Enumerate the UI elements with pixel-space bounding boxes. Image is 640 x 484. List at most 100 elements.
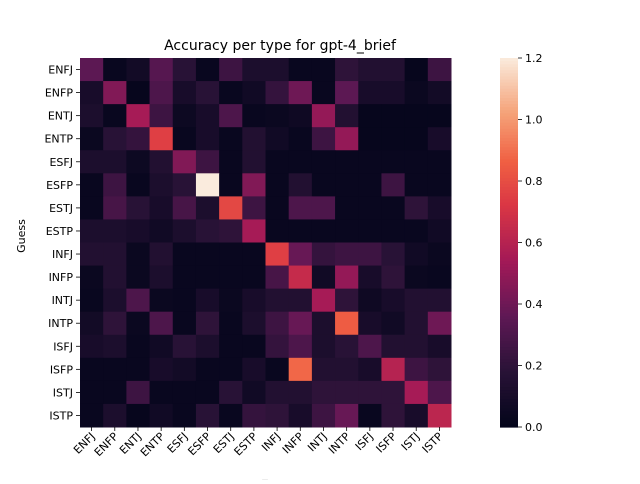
colorbar-segment xyxy=(500,411,518,416)
heatmap-cell xyxy=(80,288,104,313)
heatmap-cell xyxy=(149,104,174,128)
colorbar-segment xyxy=(500,371,518,376)
heatmap-cell xyxy=(219,219,243,243)
y-tick-label: ISFJ xyxy=(53,340,73,353)
colorbar-segment xyxy=(500,76,518,81)
heatmap-cell xyxy=(358,173,382,197)
heatmap-cell xyxy=(219,311,243,336)
heatmap-cell xyxy=(335,104,359,128)
x-tick-label: ISFP xyxy=(374,430,400,456)
x-tick-label: ESTP xyxy=(232,430,261,459)
heatmap-cell xyxy=(311,288,336,313)
colorbar-segment xyxy=(500,380,518,385)
colorbar-segment xyxy=(500,362,518,367)
heatmap-cell xyxy=(126,150,151,174)
colorbar-segment xyxy=(500,85,518,90)
heatmap-cell xyxy=(103,104,127,128)
heatmap-cell xyxy=(149,127,174,151)
heatmap-cell xyxy=(358,58,382,82)
heatmap-cell xyxy=(242,403,266,428)
x-tick-label: ESTJ xyxy=(211,430,237,456)
heatmap-cell xyxy=(311,403,336,428)
heatmap-cell xyxy=(103,127,127,151)
heatmap-cell xyxy=(126,104,151,128)
y-tick-label: ESTJ xyxy=(49,202,73,215)
heatmap-cell xyxy=(80,173,104,197)
x-tick-label: INTP xyxy=(326,430,353,457)
heatmap-cell xyxy=(404,219,429,243)
heatmap-cell xyxy=(172,311,197,336)
heatmap-cell xyxy=(335,150,359,174)
heatmap-cell xyxy=(103,196,127,220)
heatmap-cell xyxy=(381,288,406,313)
heatmap-cell xyxy=(404,127,429,151)
heatmap-cell xyxy=(219,288,243,313)
colorbar-segment xyxy=(500,174,518,179)
colorbar-segment xyxy=(500,104,518,108)
colorbar-segment xyxy=(500,294,518,299)
colorbar-segment xyxy=(500,193,518,197)
colorbar-segment xyxy=(500,288,518,293)
heatmap-cell xyxy=(381,219,406,243)
heatmap-cell xyxy=(195,380,220,405)
colorbar-segment xyxy=(500,58,518,62)
heatmap-cell xyxy=(404,403,429,428)
colorbar-segment xyxy=(500,310,518,314)
colorbar-segment xyxy=(500,423,518,428)
heatmap-cell xyxy=(381,311,406,336)
heatmap-cell xyxy=(288,380,313,405)
heatmap-cell xyxy=(149,219,174,243)
colorbar-segment xyxy=(500,396,518,400)
heatmap-cell xyxy=(335,81,359,105)
heatmap-cell xyxy=(381,357,406,382)
heatmap-cell xyxy=(288,288,313,313)
heatmap-cell xyxy=(381,81,406,105)
heatmap-cell xyxy=(149,81,174,105)
heatmap-cell xyxy=(288,311,313,336)
heatmap-cell xyxy=(381,403,406,428)
heatmap-cell xyxy=(195,150,220,174)
x-tick-label: ESFP xyxy=(185,430,213,458)
heatmap-cell xyxy=(358,265,382,290)
heatmap-cell xyxy=(149,265,174,290)
heatmap-cell xyxy=(381,104,406,128)
y-tick-label: INTP xyxy=(48,317,73,330)
chart-title: Accuracy per type for gpt-4_brief xyxy=(164,38,397,54)
heatmap-cell xyxy=(172,334,197,359)
y-tick-label: ENTP xyxy=(44,133,73,146)
colorbar-segment xyxy=(500,356,518,360)
heatmap-cell xyxy=(288,242,313,267)
colorbar-segment xyxy=(500,393,518,397)
x-axis-label: _ xyxy=(261,468,268,480)
heatmap-cell xyxy=(195,357,220,382)
colorbar-segment xyxy=(500,242,518,247)
heatmap-cell xyxy=(195,196,220,220)
colorbar-segment xyxy=(500,162,518,167)
heatmap-cell xyxy=(311,104,336,128)
heatmap-cell xyxy=(358,380,382,405)
colorbar-segment xyxy=(500,165,518,170)
heatmap-cell xyxy=(242,104,266,128)
heatmap-cell xyxy=(242,81,266,105)
heatmap-cell xyxy=(172,357,197,382)
heatmap-cell xyxy=(172,380,197,405)
colorbar-segment xyxy=(500,365,518,370)
heatmap-cell xyxy=(311,219,336,243)
colorbar-segment xyxy=(500,347,518,351)
heatmap-cell xyxy=(311,81,336,105)
heatmap-cell xyxy=(219,81,243,105)
heatmap-cell xyxy=(427,127,452,151)
colorbar-segment xyxy=(500,383,518,388)
heatmap-cell xyxy=(195,403,220,428)
colorbar-segment xyxy=(500,270,518,274)
heatmap-cell xyxy=(80,127,104,151)
colorbar-segment xyxy=(500,113,518,118)
heatmap-cell xyxy=(242,219,266,243)
heatmap-cell xyxy=(404,334,429,359)
heatmap-cell xyxy=(265,242,290,267)
heatmap-cell xyxy=(358,403,382,428)
heatmap-cell xyxy=(358,242,382,267)
colorbar-segment xyxy=(500,328,518,333)
heatmap-cell xyxy=(195,242,220,267)
heatmap-cell xyxy=(80,311,104,336)
